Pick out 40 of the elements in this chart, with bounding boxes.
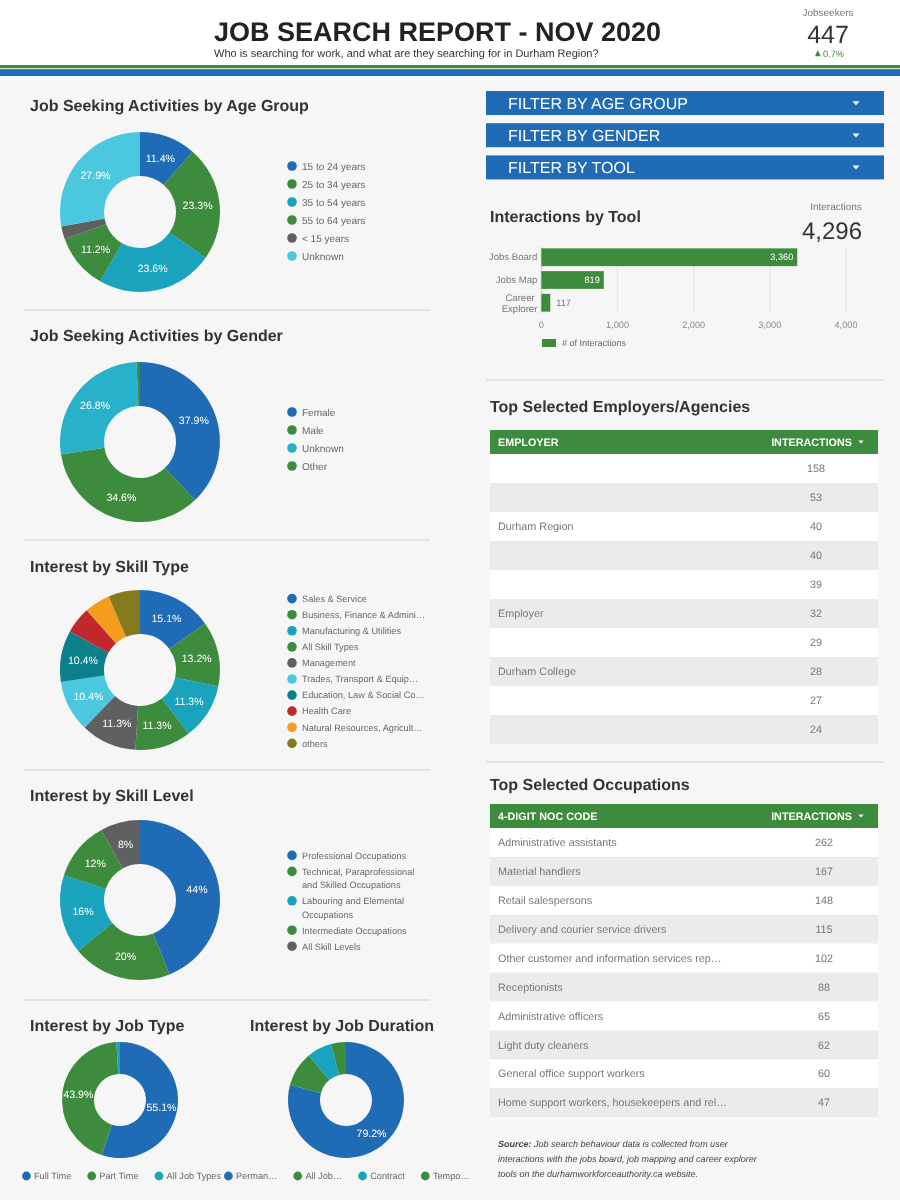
donut-slice <box>330 1042 346 1075</box>
donut-slice <box>308 1044 340 1081</box>
bar <box>541 271 604 289</box>
donut-slice <box>140 820 220 975</box>
text: FILTER BY AGE GROUP <box>508 94 688 113</box>
donut-slice <box>60 631 109 683</box>
text: 447 <box>807 21 849 50</box>
chart-title: Job Seeking Activities by Age Group <box>30 97 310 115</box>
donut-slice <box>290 1055 330 1094</box>
bar <box>541 248 798 267</box>
chart-title: Interest by Job Duration <box>250 1017 435 1035</box>
chart-title: Interest by Skill Level <box>30 787 194 805</box>
text: Top Selected Occupations <box>490 776 691 794</box>
bar <box>541 293 551 312</box>
donut-slice <box>60 447 196 522</box>
donut-slice <box>86 596 126 644</box>
donut-slice <box>140 590 206 650</box>
donut-slice <box>288 1042 404 1158</box>
donut-slice <box>140 132 193 185</box>
donut-slice <box>140 362 220 500</box>
donut-slice <box>60 132 140 227</box>
chart-title: Job Seeking Activities by Gender <box>30 327 283 345</box>
donut-slice <box>69 610 117 653</box>
text: FILTER BY TOOL <box>508 159 636 178</box>
donut-slice <box>60 362 139 455</box>
chart-title: Interactions by Tool <box>490 208 641 226</box>
text: 4,296 <box>801 216 863 245</box>
chart-title: Interest by Skill Type <box>30 558 190 576</box>
donut-slice <box>60 875 113 951</box>
text: FILTER BY GENDER <box>508 127 661 145</box>
text: JOB SEARCH REPORT - NOV 2020 <box>214 17 662 48</box>
donut-slice <box>108 590 140 637</box>
donut-slice <box>101 1042 178 1158</box>
donut-slice <box>61 218 107 240</box>
donut-slice <box>62 1042 119 1156</box>
donut-slice <box>169 623 220 687</box>
text: Top Selected Employers/Agencies <box>490 398 752 416</box>
donut-slice <box>78 922 170 980</box>
chart-title: Interest by Job Type <box>30 1017 186 1035</box>
donut-slice <box>64 224 123 282</box>
